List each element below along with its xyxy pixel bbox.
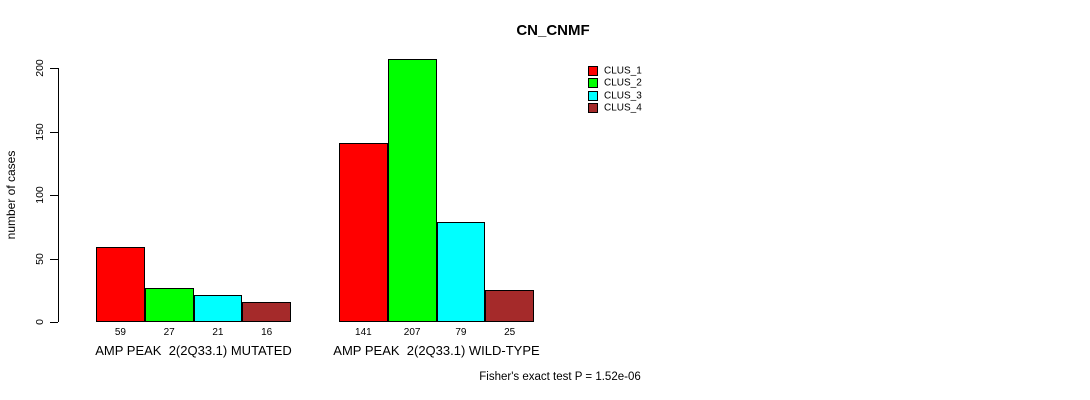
group-label: AMP PEAK 2(2Q33.1) WILD-TYPE [333, 343, 540, 358]
y-tick-label: 150 [34, 122, 46, 141]
legend-label: CLUS_3 [604, 90, 642, 102]
bar-clus_4 [242, 301, 291, 322]
bar-value-label: 21 [212, 327, 224, 338]
legend-swatch-clus_2 [588, 78, 598, 89]
y-tick-label: 0 [34, 319, 46, 325]
bar-clus_1 [339, 142, 388, 322]
y-tick-label: 50 [34, 252, 46, 265]
y-tick-label: 200 [34, 59, 46, 77]
bar-value-label: 16 [261, 327, 273, 338]
bar-value-label: 141 [355, 327, 372, 338]
bar-value-label: 59 [114, 327, 126, 338]
legend-swatch-clus_4 [588, 103, 598, 114]
y-tick-mark [50, 258, 58, 260]
bar-clus_4 [485, 290, 534, 322]
bar-clus_3 [436, 221, 486, 322]
legend-label: CLUS_1 [604, 65, 642, 77]
annotation-text: Fisher's exact test P = 1.52e-06 [479, 371, 641, 383]
legend-label: CLUS_4 [604, 102, 642, 114]
bar-value-label: 27 [163, 327, 175, 338]
bar-value-label: 79 [455, 327, 467, 338]
y-tick-mark [50, 131, 58, 133]
y-axis-line [58, 68, 59, 322]
bar-value-label: 25 [504, 327, 516, 338]
group-label: AMP PEAK 2(2Q33.1) MUTATED [95, 343, 292, 358]
bar-clus_2 [387, 59, 437, 322]
chart-title: CN_CNMF [516, 22, 590, 39]
y-tick-mark [50, 195, 58, 196]
legend-swatch-clus_1 [588, 66, 598, 76]
legend-label: CLUS_2 [604, 77, 642, 89]
legend-swatch-clus_3 [588, 90, 598, 101]
bar-clus_1 [96, 247, 145, 322]
y-tick-mark [50, 68, 58, 69]
bar-value-label: 207 [403, 327, 421, 338]
y-axis-label: number of cases [4, 150, 18, 240]
bar-clus_2 [144, 287, 194, 322]
y-tick-mark [50, 322, 58, 323]
bar-clus_3 [193, 295, 243, 322]
y-tick-label: 100 [34, 186, 46, 204]
